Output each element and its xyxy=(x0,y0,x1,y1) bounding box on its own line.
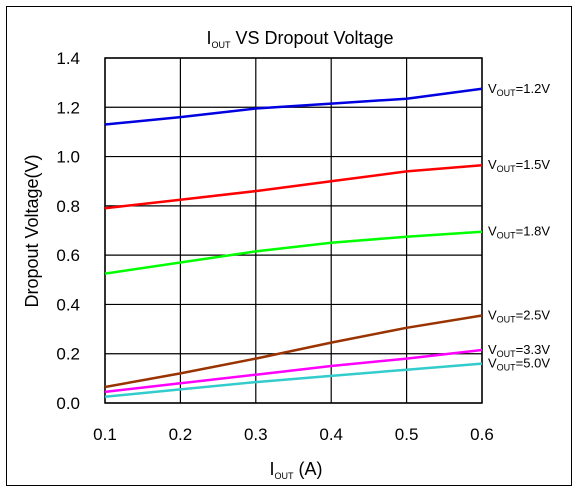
chart-title: IOUT VS Dropout Voltage xyxy=(206,28,393,50)
x-tick-label: 0.5 xyxy=(395,425,419,444)
plot-area xyxy=(104,57,483,404)
series-line xyxy=(104,362,483,399)
x-tick-label: 0.6 xyxy=(470,425,494,444)
series-line xyxy=(104,230,483,275)
y-tick-labels: 0.0 0.2 0.4 0.6 0.8 1.0 1.2 1.4 xyxy=(56,49,80,413)
series-lines xyxy=(104,87,483,399)
x-tick-labels: 0.1 0.2 0.3 0.4 0.5 0.6 xyxy=(93,425,494,444)
y-tick-label: 1.2 xyxy=(56,98,80,117)
series-label: VOUT=2.5V xyxy=(488,308,550,325)
series-label: VOUT=1.8V xyxy=(488,224,550,241)
y-tick-label: 1.4 xyxy=(56,49,80,68)
series-labels: VOUT=1.2V VOUT=1.5V VOUT=1.8V VOUT=2.5V VOUT… xyxy=(488,81,550,373)
x-tick-label: 0.2 xyxy=(169,425,193,444)
series-line xyxy=(104,314,483,389)
y-tick-label: 0.8 xyxy=(56,197,80,216)
y-tick-label: 0.2 xyxy=(56,345,80,364)
series-label: VOUT=1.2V xyxy=(488,81,550,98)
chart-frame xyxy=(6,6,572,486)
y-tick-label: 1.0 xyxy=(56,148,80,167)
series-line xyxy=(104,163,483,210)
series-line xyxy=(104,87,483,126)
x-tick-label: 0.1 xyxy=(93,425,117,444)
series-line xyxy=(104,348,483,394)
y-tick-label: 0.4 xyxy=(56,295,80,314)
y-tick-label: 0.0 xyxy=(56,394,80,413)
x-axis-label: IOUT (A) xyxy=(269,459,322,481)
x-tick-label: 0.4 xyxy=(319,425,343,444)
series-label: VOUT=3.3V xyxy=(488,342,550,359)
x-tick-label: 0.3 xyxy=(244,425,268,444)
series-label: VOUT=1.5V xyxy=(488,157,550,174)
series-label: VOUT=5.0V xyxy=(488,356,550,373)
y-tick-label: 0.6 xyxy=(56,246,80,265)
y-axis-label: Dropout Voltage(V) xyxy=(22,154,42,307)
